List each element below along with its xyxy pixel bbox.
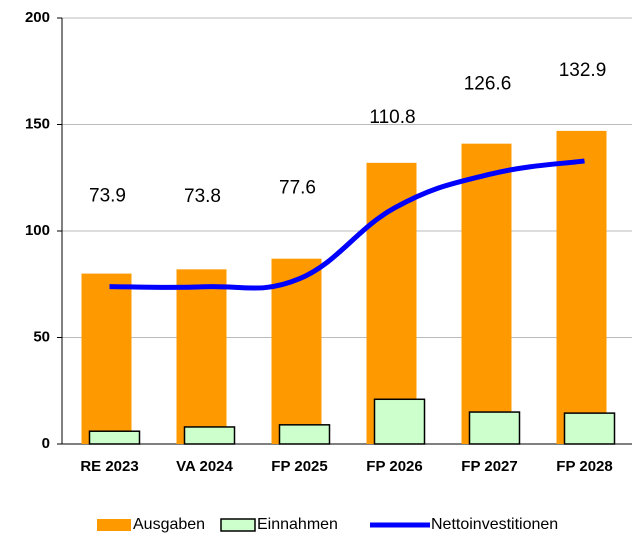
value-label: 77.6 — [279, 178, 316, 199]
legend-label: Nettoinvestitionen — [431, 516, 558, 533]
x-tick-label: FP 2025 — [271, 458, 327, 475]
bar — [176, 269, 227, 444]
x-tick-label: VA 2024 — [176, 458, 233, 475]
bar — [81, 273, 132, 444]
y-tick-label: 100 — [25, 222, 50, 239]
x-tick-label: FP 2028 — [556, 458, 612, 475]
bar — [183, 426, 236, 445]
value-label: 126.6 — [464, 73, 512, 94]
legend-label: Ausgaben — [133, 516, 205, 533]
bar — [271, 258, 322, 444]
y-tick-label: 50 — [33, 328, 50, 345]
bar — [461, 143, 512, 445]
bar — [468, 411, 521, 445]
legend-swatch — [97, 519, 131, 531]
x-tick-label: FP 2026 — [366, 458, 422, 475]
bar — [88, 430, 141, 445]
value-label: 73.8 — [184, 186, 221, 207]
y-tick-label: 150 — [25, 115, 50, 132]
bar — [373, 398, 426, 445]
bar — [563, 412, 616, 445]
y-tick-label: 200 — [25, 9, 50, 26]
bar — [556, 130, 607, 444]
bar — [278, 424, 331, 445]
x-tick-label: FP 2027 — [461, 458, 517, 475]
value-label: 132.9 — [559, 60, 607, 81]
legend-swatch — [220, 518, 256, 532]
x-tick-label: RE 2023 — [80, 458, 138, 475]
y-tick-label: 0 — [42, 435, 50, 452]
legend-label: Einnahmen — [257, 516, 338, 533]
value-label: 73.9 — [89, 186, 126, 207]
value-label: 110.8 — [369, 107, 415, 128]
line — [109, 158, 585, 291]
